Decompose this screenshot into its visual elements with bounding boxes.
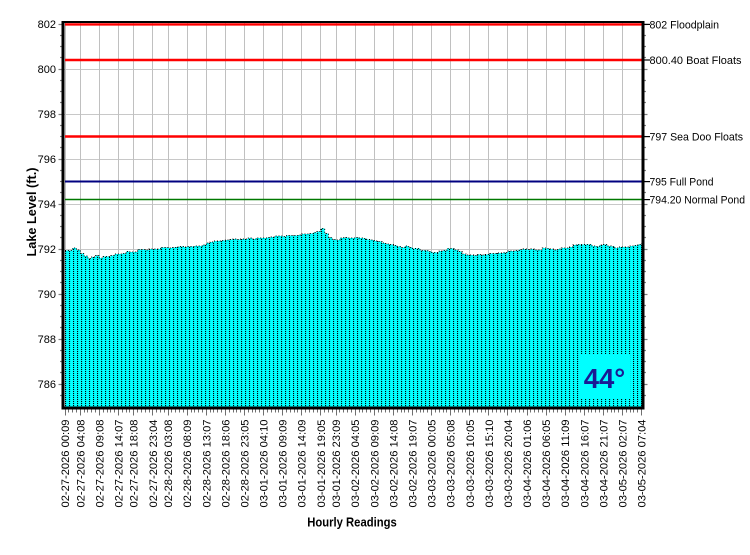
svg-text:03-04-2026 16:07: 03-04-2026 16:07: [579, 420, 591, 508]
svg-text:792: 792: [38, 244, 56, 256]
svg-text:02-28-2026 08:09: 02-28-2026 08:09: [182, 420, 194, 508]
svg-text:03-01-2026 04:10: 03-01-2026 04:10: [259, 420, 271, 508]
svg-text:03-02-2026 19:07: 03-02-2026 19:07: [408, 420, 420, 508]
svg-text:796: 796: [38, 154, 56, 166]
svg-text:03-03-2026 00:05: 03-03-2026 00:05: [427, 420, 439, 508]
svg-text:03-02-2026 14:08: 03-02-2026 14:08: [388, 420, 400, 508]
svg-text:03-04-2026 01:06: 03-04-2026 01:06: [522, 420, 534, 508]
svg-text:03-02-2026 04:05: 03-02-2026 04:05: [350, 420, 362, 508]
svg-text:02-28-2026 23:05: 02-28-2026 23:05: [240, 420, 252, 508]
svg-text:03-04-2026 11:09: 03-04-2026 11:09: [560, 420, 572, 508]
svg-text:02-27-2026 09:08: 02-27-2026 09:08: [94, 420, 106, 508]
svg-text:02-27-2026 04:08: 02-27-2026 04:08: [75, 420, 87, 508]
svg-text:798: 798: [38, 109, 56, 121]
svg-text:03-05-2026 02:07: 03-05-2026 02:07: [618, 420, 630, 508]
svg-text:02-28-2026 13:07: 02-28-2026 13:07: [201, 420, 213, 508]
svg-text:03-04-2026 06:05: 03-04-2026 06:05: [541, 420, 553, 508]
svg-text:03-03-2026 15:10: 03-03-2026 15:10: [484, 420, 496, 508]
svg-text:02-28-2026 18:06: 02-28-2026 18:06: [220, 420, 232, 508]
svg-text:802 Floodplain: 802 Floodplain: [650, 19, 720, 31]
svg-text:794.20 Normal Pond: 794.20 Normal Pond: [650, 195, 746, 207]
svg-text:786: 786: [38, 379, 56, 391]
svg-text:02-27-2026 23:04: 02-27-2026 23:04: [148, 420, 160, 508]
svg-text:03-01-2026 19:05: 03-01-2026 19:05: [316, 420, 328, 508]
svg-text:788: 788: [38, 334, 56, 346]
svg-text:800: 800: [38, 64, 56, 76]
svg-text:03-01-2026 14:09: 03-01-2026 14:09: [297, 420, 309, 508]
svg-text:797 Sea Doo Floats: 797 Sea Doo Floats: [650, 132, 744, 144]
svg-text:02-27-2026 00:09: 02-27-2026 00:09: [60, 420, 72, 508]
svg-text:03-03-2026 05:08: 03-03-2026 05:08: [446, 420, 458, 508]
svg-text:800.40 Boat Floats: 800.40 Boat Floats: [650, 55, 742, 67]
svg-text:44°: 44°: [584, 363, 626, 394]
svg-text:03-02-2026 09:09: 03-02-2026 09:09: [369, 420, 381, 508]
svg-text:03-01-2026 09:09: 03-01-2026 09:09: [278, 420, 290, 508]
svg-text:790: 790: [38, 289, 56, 301]
svg-text:Lake Level (ft.): Lake Level (ft.): [24, 168, 39, 257]
svg-text:02-27-2026 14:07: 02-27-2026 14:07: [114, 420, 126, 508]
svg-text:03-03-2026 20:04: 03-03-2026 20:04: [503, 420, 515, 508]
svg-text:795 Full Pond: 795 Full Pond: [650, 177, 714, 189]
svg-text:794: 794: [38, 199, 56, 211]
svg-text:02-28-2026 03:08: 02-28-2026 03:08: [163, 420, 175, 508]
svg-text:03-04-2026 21:07: 03-04-2026 21:07: [598, 420, 610, 508]
svg-text:02-27-2026 18:08: 02-27-2026 18:08: [129, 420, 141, 508]
svg-text:03-05-2026 07:04: 03-05-2026 07:04: [637, 420, 649, 508]
svg-text:03-01-2026 23:09: 03-01-2026 23:09: [331, 420, 343, 508]
svg-text:Hourly Readings: Hourly Readings: [307, 515, 397, 530]
svg-text:802: 802: [38, 19, 56, 31]
svg-text:03-03-2026 10:05: 03-03-2026 10:05: [465, 420, 477, 508]
